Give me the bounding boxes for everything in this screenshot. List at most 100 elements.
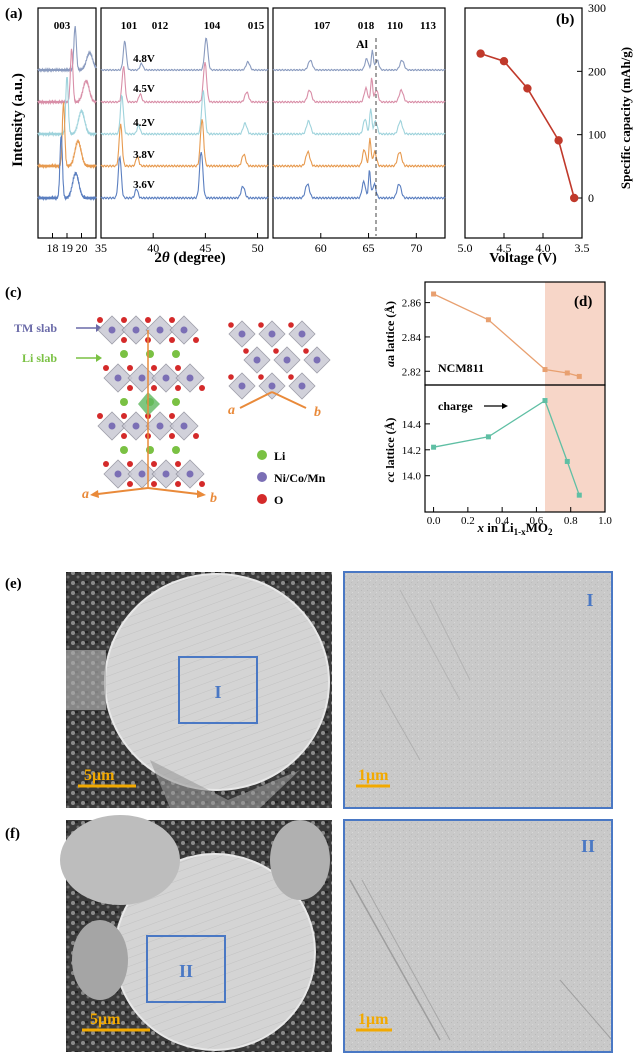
top-tm-atom — [253, 356, 261, 364]
b-xtick-label-5.0: 5.0 — [458, 241, 473, 255]
panel-c: (c) TM slab Li slab a b a b Li Ni/Co/Mn … — [5, 285, 331, 507]
b-point-4.5 — [499, 57, 509, 66]
panel-a: (a) Intensity (a.u.) 2θ (degree) 18 19 20 3… — [5, 6, 446, 266]
tm-atom — [156, 326, 164, 334]
a-lattice-ylabel: aa lattice (Å) — [383, 301, 397, 367]
panel-d-bottom-frame — [424, 384, 606, 513]
xrd-tick-label-19: 19 — [61, 241, 73, 255]
top-o-atom — [243, 348, 249, 354]
axis-b-arrow — [147, 487, 199, 495]
d-bottom-ytick-label-14.0: 14.0 — [402, 471, 422, 483]
d-a-point-0.78 — [564, 370, 570, 376]
panel-d-plot: 2.82 2.84 2.86 14.0 14.2 14.4 0.0 0.2 0.4 0.6 0.8 1… — [402, 291, 612, 527]
top-o-atom — [228, 374, 234, 380]
d-bottom-ytick-label-14.4: 14.4 — [402, 419, 422, 431]
xrd-curve-4.8V-sub1 — [37, 26, 97, 73]
tm-atom — [108, 326, 116, 334]
region-box-i — [178, 656, 258, 724]
tm-atom — [132, 422, 140, 430]
sem-e-right-frame — [343, 571, 613, 809]
sem-e-right-label: I — [586, 590, 593, 610]
xrd-curve-3.8V-sub1 — [37, 102, 97, 170]
d-top-ytick-label-2.82: 2.82 — [402, 366, 421, 378]
tm-atom — [138, 374, 146, 382]
d-c-point-0.85 — [576, 492, 582, 498]
tm-atom — [186, 374, 194, 382]
xrd-curve-3.6V-sub2 — [100, 151, 269, 200]
top-o-atom — [228, 322, 234, 328]
li-atom — [120, 350, 128, 358]
sem-image-e-left — [66, 572, 332, 808]
xrd-curve-4.5V-sub1 — [37, 48, 97, 106]
top-o-atom — [303, 348, 309, 354]
o-atom — [121, 433, 127, 439]
top-o-atom — [258, 322, 264, 328]
top-axis-b — [271, 391, 307, 409]
tm-layer-3 — [103, 459, 205, 489]
charge-shade-region — [545, 282, 605, 512]
o-atom — [127, 481, 133, 487]
region-box-ii-label: II — [179, 961, 193, 981]
xrd-curve-4.2V-sub1 — [37, 76, 97, 138]
c-lattice-ylabel: cc lattice (Å) — [383, 418, 397, 483]
charge-arrowhead — [502, 403, 508, 409]
xrd-curve-4.5V-sub2 — [100, 61, 269, 104]
peak-label-113: 113 — [420, 20, 436, 32]
sub1-frame — [37, 7, 97, 239]
top-axis-a — [239, 391, 273, 409]
panel-b-ticks: 5.0 4.5 4.0 3.5 0 100 200 300 — [458, 1, 607, 255]
sem-image-f-right — [344, 820, 613, 1052]
axis-b-label-top: b — [314, 405, 321, 420]
d-xtick-label-0.8: 0.8 — [564, 515, 578, 527]
top-o-atom — [258, 374, 264, 380]
panel-b-label: (b) — [556, 12, 574, 28]
li-atom — [146, 446, 154, 454]
o-atom — [193, 433, 199, 439]
top-tm-atom — [298, 382, 306, 390]
xrd-curves — [37, 26, 446, 202]
xrd-curve-3.8V-sub2 — [100, 119, 269, 168]
d-a-point-0.85 — [576, 373, 582, 379]
xrd-tick-label-60: 60 — [315, 241, 327, 255]
li-atom — [172, 398, 180, 406]
sem-image-e-right — [344, 572, 612, 808]
tm-layer-0 — [97, 315, 199, 345]
o-atom — [193, 337, 199, 343]
sub2-frame — [100, 7, 269, 239]
o-atom — [127, 365, 133, 371]
peak-label-018: 018 — [358, 20, 375, 32]
o-atom — [199, 385, 205, 391]
axis-a-label: a — [82, 487, 89, 502]
panel-c-label: (c) — [5, 285, 22, 301]
peak-label-003: 003 — [54, 20, 71, 32]
xrd-tick-label-65: 65 — [363, 241, 375, 255]
b-ytick-label-300: 300 — [588, 1, 606, 15]
o-atom — [151, 365, 157, 371]
o-atom — [145, 317, 151, 323]
li-atom — [146, 350, 154, 358]
top-tm-atom — [268, 330, 276, 338]
d-xtick-label-0.2: 0.2 — [461, 515, 475, 527]
panel-d: (d) NCM811 charge aa lattice (Å) cc latt… — [383, 281, 612, 537]
d-top-ytick-label-2.84: 2.84 — [402, 332, 422, 344]
o-atom — [103, 365, 109, 371]
scale-label-f-left: 5μm — [90, 1011, 121, 1028]
li-slab-label: Li slab — [22, 351, 57, 365]
charge-label: charge — [438, 399, 473, 413]
sub3-frame — [272, 7, 446, 239]
xrd-tick-label-35: 35 — [95, 241, 107, 255]
panel-b: (b) Voltage (V) Specific capacity (mAh/g… — [458, 1, 634, 266]
o-atom — [151, 385, 157, 391]
o-atom — [121, 317, 127, 323]
o-atom — [175, 385, 181, 391]
b-point-4.2 — [523, 84, 532, 93]
o-atom — [199, 481, 205, 487]
xrd-curve-3.6V-sub1 — [37, 134, 97, 202]
o-atom — [121, 337, 127, 343]
d-c-point-0.32 — [485, 434, 491, 440]
b-xtick-label-3.5: 3.5 — [575, 241, 590, 255]
panel-a-ylabel: Intensity (a.u.) — [10, 73, 26, 167]
legend-tm-label: Ni/Co/Mn — [274, 471, 326, 485]
axis-a-label-top: a — [228, 403, 235, 418]
panel-f: (f) II 5μm II 1μm — [5, 815, 613, 1053]
